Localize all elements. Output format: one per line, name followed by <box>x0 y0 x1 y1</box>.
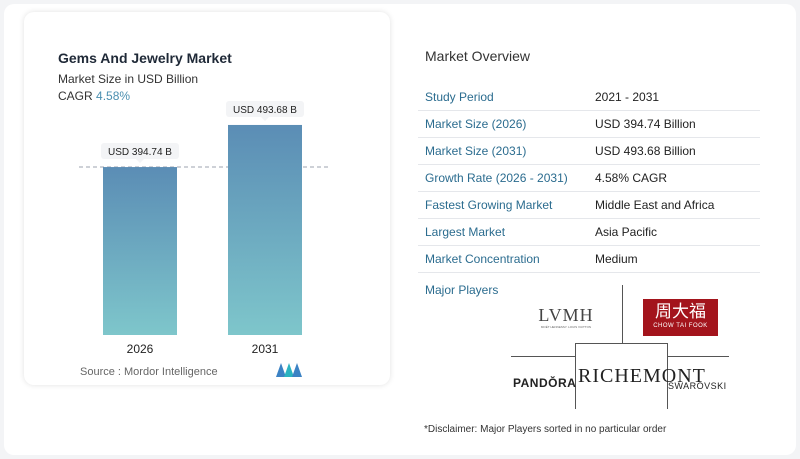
overview-row-key: Market Size (2031) <box>425 144 527 158</box>
major-players-logos: LVMH MOËT HENNESSY. LOUIS VUITTON 周大福 CH… <box>500 285 740 411</box>
pandora-logo: PANDŎRA <box>513 376 577 390</box>
divider-mid-right <box>667 343 668 409</box>
chow-tai-fook-logo: 周大福 CHOW TAI FOOK <box>643 299 718 336</box>
swarovski-logo: SWAROVSKI <box>668 381 727 391</box>
data-label-pointer <box>136 159 144 164</box>
overview-row-value: 2021 - 2031 <box>595 90 660 104</box>
overview-row: Market Concentration Medium <box>418 246 760 273</box>
overview-row: Largest Market Asia Pacific <box>418 219 760 246</box>
overview-row-key: Market Size (2026) <box>425 117 527 131</box>
data-label: USD 394.74 B <box>108 147 172 158</box>
lvmh-logo-subtext: MOËT HENNESSY. LOUIS VUITTON <box>540 325 592 329</box>
overview-row: Fastest Growing Market Middle East and Af… <box>418 192 760 219</box>
bar-2026 <box>103 167 177 335</box>
divider-mid-top <box>575 343 667 344</box>
overview-row: Growth Rate (2026 - 2031) 4.58% CAGR <box>418 165 760 192</box>
overview-row-value: USD 394.74 Billion <box>595 117 696 131</box>
overview-row-key: Growth Rate (2026 - 2031) <box>425 171 568 185</box>
richemont-logo: RICHEMONT <box>578 365 706 387</box>
mordor-logo-icon <box>276 363 302 377</box>
chart-subtitle: Market Size in USD Billion <box>58 72 199 86</box>
divider-right <box>667 356 729 357</box>
divider-left <box>511 356 575 357</box>
divider-top <box>622 285 623 343</box>
market-overview-title: Market Overview <box>425 48 531 64</box>
source-note: Source : Mordor Intelligence <box>80 366 218 378</box>
ctf-english-name: CHOW TAI FOOK <box>653 323 708 329</box>
overview-row-value: Asia Pacific <box>595 225 658 239</box>
overview-row-key: Study Period <box>425 90 494 104</box>
chart-title: Gems And Jewelry Market <box>58 50 232 66</box>
chart-cagr: CAGR 4.58% <box>58 89 130 103</box>
bar-2031 <box>228 124 302 335</box>
overview-row-value: 4.58% CAGR <box>595 171 668 185</box>
x-tick-label: 2026 <box>127 342 154 356</box>
overview-row: Market Size (2031) USD 493.68 Billion <box>418 138 760 165</box>
cagr-value: 4.58% <box>96 89 131 103</box>
overview-row: Study Period 2021 - 2031 <box>418 84 760 111</box>
x-tick-label: 2031 <box>252 342 279 356</box>
overview-row-value: USD 493.68 Billion <box>595 144 696 158</box>
disclaimer: *Disclaimer: Major Players sorted in no … <box>424 424 667 435</box>
lvmh-logo: LVMH <box>538 305 594 325</box>
overview-row-key: Largest Market <box>425 225 506 239</box>
data-label: USD 493.68 B <box>233 105 297 116</box>
cagr-label: CAGR <box>58 89 93 103</box>
data-label-bg <box>226 100 304 117</box>
data-label-pointer <box>261 116 269 121</box>
major-players-label: Major Players <box>425 283 499 297</box>
overview-row-value: Medium <box>595 252 638 266</box>
ctf-chinese-name: 周大福 <box>655 302 706 322</box>
overview-row-value: Middle East and Africa <box>595 198 715 212</box>
market-overview-table: Study Period 2021 - 2031 Market Size (2026… <box>418 84 760 273</box>
overview-row-key: Market Concentration <box>425 252 540 266</box>
data-label-bg <box>101 143 179 160</box>
divider-mid-left <box>575 343 576 409</box>
overview-row-key: Fastest Growing Market <box>425 198 553 212</box>
bar-chart: USD 394.74 B 2026 USD 493.68 B 2031 <box>79 100 330 356</box>
chart-card <box>24 12 390 385</box>
overview-row: Market Size (2026) USD 394.74 Billion <box>418 111 760 138</box>
